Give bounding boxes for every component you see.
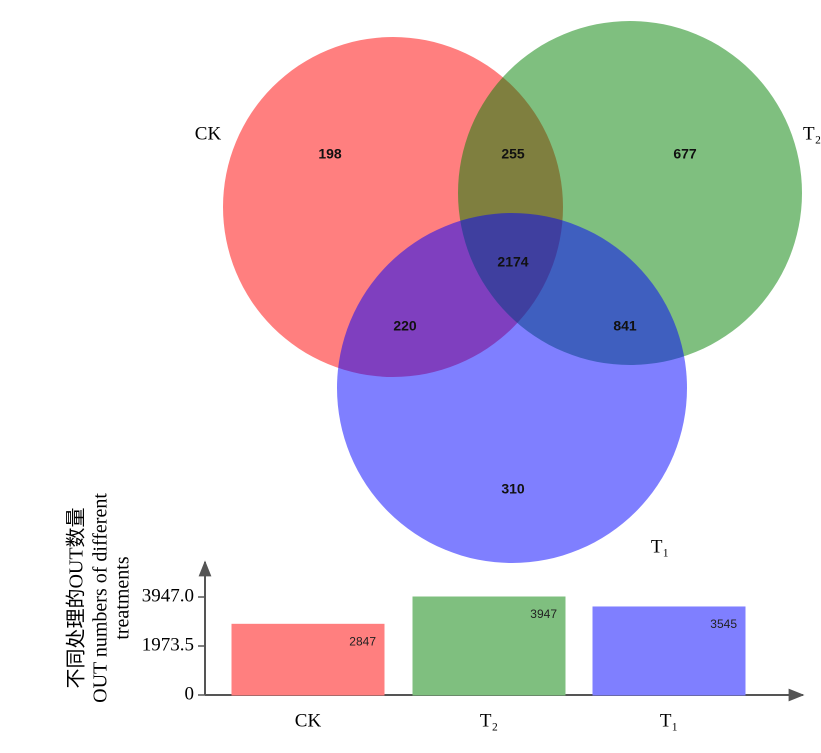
x-tick-label: T₁ xyxy=(660,710,678,731)
set-label: T₁ xyxy=(651,536,669,557)
region-count: 198 xyxy=(318,146,342,162)
bar xyxy=(231,623,385,696)
bar-value-label: 3545 xyxy=(710,617,737,631)
bar xyxy=(592,606,746,696)
region-count: 310 xyxy=(501,481,525,497)
x-tick-label: CK xyxy=(295,710,322,731)
y-axis-label: OUT numbers of different xyxy=(90,493,112,703)
region-count: 220 xyxy=(393,318,417,334)
set-label: T₂ xyxy=(803,123,821,144)
region-count: 2174 xyxy=(497,254,528,270)
venn-set xyxy=(337,213,687,563)
region-count: 255 xyxy=(501,146,525,162)
y-tick-label: 0 xyxy=(185,683,195,704)
y-tick-label: 1973.5 xyxy=(142,634,194,655)
x-tick-label: T₂ xyxy=(480,710,498,731)
y-tick-label: 3947.0 xyxy=(142,585,194,606)
region-count: 677 xyxy=(673,146,697,162)
set-label: CK xyxy=(195,123,222,144)
region-count: 841 xyxy=(613,318,637,334)
bar-value-label: 2847 xyxy=(349,634,376,648)
y-axis-label: treatments xyxy=(112,556,134,640)
bar-value-label: 3947 xyxy=(530,607,557,621)
y-axis-label: 不同处理的OUT数量 xyxy=(65,507,88,688)
bar xyxy=(412,596,566,696)
